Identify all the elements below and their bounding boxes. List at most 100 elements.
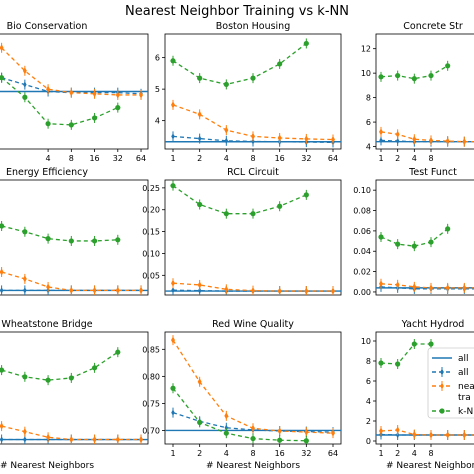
x-tick-label: 64 xyxy=(136,154,146,163)
point-k-NN xyxy=(303,192,309,198)
point-nearest xyxy=(395,281,400,289)
y-tick-label: 0 xyxy=(366,437,371,446)
point-k-NN xyxy=(395,72,401,79)
y-tick-label: 2 xyxy=(366,417,371,426)
x-tick-label: 4 xyxy=(412,449,417,458)
y-tick-label: 10 xyxy=(361,69,371,78)
point-nearest xyxy=(331,287,335,295)
point-nearest xyxy=(22,67,27,75)
point-nearest xyxy=(0,268,4,276)
point-nearest xyxy=(92,286,97,294)
x-tick-label: 8 xyxy=(69,154,74,163)
panel-4: Energy Efficiency xyxy=(0,167,149,296)
series-line-k-NN xyxy=(1,77,119,126)
x-tick-label: 32 xyxy=(301,449,311,458)
point-nearest xyxy=(139,286,144,294)
point-k-NN xyxy=(22,374,28,380)
point-k-NN xyxy=(395,241,401,247)
point-k-NN xyxy=(45,121,51,127)
point-nearest xyxy=(251,287,255,295)
plot-area xyxy=(165,335,341,444)
y-tick-label: 6 xyxy=(366,377,371,386)
y-tick-label: 5 xyxy=(155,85,160,94)
legend-marker xyxy=(439,408,445,414)
point-k-NN xyxy=(303,438,309,444)
point-nearest xyxy=(22,428,27,436)
point-nearest xyxy=(445,431,450,439)
plot-area xyxy=(376,339,474,440)
point-nearest xyxy=(445,284,450,292)
x-tick-label: 1 xyxy=(170,154,175,163)
point-nearest xyxy=(139,91,144,99)
point-nearest xyxy=(379,427,383,435)
point-nearest xyxy=(69,435,74,444)
point-k-NN xyxy=(378,74,384,80)
y-tick-label: 12 xyxy=(361,45,371,54)
point-all xyxy=(251,138,255,145)
point-all xyxy=(379,137,383,144)
panel-title: Red Wine Quality xyxy=(212,319,294,330)
panel-2: Boston Housing 1 2 4 8 16 32 64 4 5 6 xyxy=(155,21,342,163)
y-tick-label: 8 xyxy=(366,94,371,103)
x-tick-label: 4 xyxy=(412,154,417,163)
panel-title: Bio Conservation xyxy=(7,21,88,32)
x-tick-label: 1 xyxy=(378,154,383,163)
point-nearest xyxy=(429,431,433,439)
point-nearest xyxy=(251,132,255,140)
axes-frame xyxy=(375,33,474,150)
plot-area xyxy=(0,221,148,295)
point-nearest xyxy=(277,134,282,142)
point-nearest xyxy=(171,279,175,287)
point-nearest xyxy=(171,101,175,109)
panel-title: Boston Housing xyxy=(216,21,290,32)
point-k-NN xyxy=(411,76,417,82)
point-k-NN xyxy=(445,63,451,69)
point-all xyxy=(395,137,400,145)
legend-label: all xyxy=(458,368,469,378)
plot-area xyxy=(165,180,341,295)
axes-frame xyxy=(0,179,149,296)
point-k-NN xyxy=(91,365,98,371)
point-nearest xyxy=(412,135,417,143)
y-tick-label: 0.10 xyxy=(142,249,160,258)
point-nearest xyxy=(224,412,229,420)
panel-5: RCL Circuit 0.05 0.10 0.15 0.20 0.25 xyxy=(142,167,342,296)
legend-label: nea xyxy=(458,382,474,392)
point-k-NN xyxy=(68,122,74,128)
y-tick-label: 0.06 xyxy=(353,227,371,236)
panel-6: Test Funct 0.00 0.02 0.04 0.06 0.08 0.10 xyxy=(353,167,474,297)
point-k-NN xyxy=(223,211,229,217)
point-all xyxy=(0,287,4,294)
point-nearest xyxy=(0,422,4,430)
x-tick-label: 4 xyxy=(46,154,51,163)
point-k-NN xyxy=(91,238,98,244)
y-tick-label: 0.02 xyxy=(353,268,371,277)
point-nearest xyxy=(429,284,433,292)
point-nearest xyxy=(197,110,202,118)
y-tick-label: 6 xyxy=(155,54,160,63)
x-tick-label: 16 xyxy=(275,449,285,458)
y-tick-label: 4 xyxy=(366,143,371,152)
point-nearest xyxy=(46,85,51,93)
x-tick-label: 1 xyxy=(170,449,175,458)
y-tick-label: 0.75 xyxy=(142,399,160,408)
point-k-NN xyxy=(170,183,176,189)
point-k-NN xyxy=(0,367,5,373)
point-k-NN xyxy=(197,419,203,425)
point-all xyxy=(197,135,202,142)
x-tick-label: 2 xyxy=(395,154,400,163)
y-tick-label: 6 xyxy=(366,118,371,127)
y-tick-label: 4 xyxy=(155,117,160,126)
x-tick-label: 8 xyxy=(250,154,255,163)
x-axis-label: # Nearest Neighbors xyxy=(206,461,300,471)
point-k-NN xyxy=(0,75,5,81)
panel-7: Wheatstone Bridge # Nearest Neighbors xyxy=(0,319,149,471)
series-line-k-NN xyxy=(380,343,431,365)
point-nearest xyxy=(412,430,417,439)
point-k-NN xyxy=(45,377,51,383)
x-tick-label: 2 xyxy=(197,449,202,458)
point-all xyxy=(171,286,175,294)
point-all xyxy=(224,137,229,145)
point-k-NN xyxy=(68,375,74,381)
point-k-NN xyxy=(197,75,203,81)
